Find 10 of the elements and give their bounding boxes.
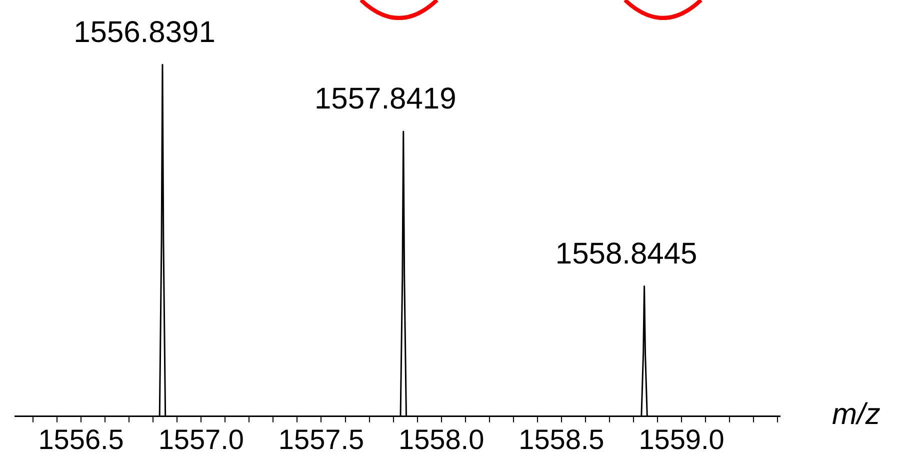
annotation: 1556.8391 xyxy=(74,16,216,49)
annotation: 1557.8419 xyxy=(314,82,456,116)
x-tick-label: 1558.0 xyxy=(398,424,484,455)
x-tick-label: 1557.5 xyxy=(278,424,364,455)
x-tick-label: 1558.5 xyxy=(518,424,604,455)
x-tick-label: 1557.0 xyxy=(158,424,244,455)
x-axis-title: m/z xyxy=(832,398,880,432)
annotation: 1558.8445 xyxy=(555,238,698,271)
x-tick-label: 1556.5 xyxy=(38,424,124,455)
x-tick-label: 1559.0 xyxy=(638,424,724,455)
